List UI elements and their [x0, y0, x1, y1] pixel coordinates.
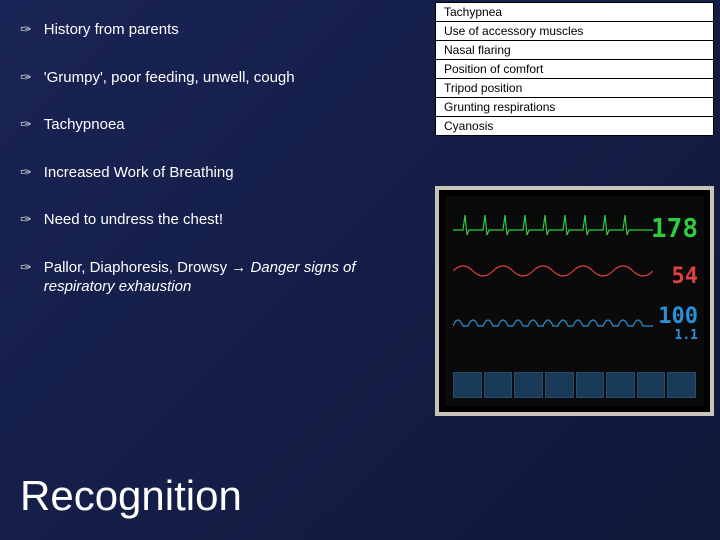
slide-title: Recognition [20, 472, 425, 520]
table-row: Tachypnea [436, 3, 713, 22]
bullet-icon: ✑ [20, 211, 32, 228]
patient-monitor: 178 54 100 1.1 [435, 186, 714, 416]
bullet-icon: ✑ [20, 116, 32, 133]
table-row: Grunting respirations [436, 98, 713, 117]
slide: ✑ History from parents ✑ 'Grumpy', poor … [0, 0, 720, 540]
list-item: ✑ Pallor, Diaphoresis, Drowsy → Danger s… [20, 258, 425, 297]
list-item: ✑ History from parents [20, 20, 425, 40]
spo2-reading: 100 [658, 304, 698, 329]
monitor-button-strip [453, 372, 696, 398]
monitor-button [576, 372, 605, 398]
signs-table: Tachypnea Use of accessory muscles Nasal… [435, 2, 714, 136]
monitor-button [545, 372, 574, 398]
ecg-waveform [453, 210, 653, 240]
bullet-icon: ✑ [20, 21, 32, 38]
bullet-icon: ✑ [20, 164, 32, 181]
bullet-list: ✑ History from parents ✑ 'Grumpy', poor … [20, 20, 425, 462]
table-row: Nasal flaring [436, 41, 713, 60]
spo2-sub-reading: 1.1 [675, 328, 698, 343]
bullet-text: Pallor, Diaphoresis, Drowsy → Danger sig… [44, 258, 425, 297]
hr-reading: 178 [651, 214, 698, 244]
left-column: ✑ History from parents ✑ 'Grumpy', poor … [0, 0, 435, 540]
resp-waveform [453, 256, 653, 286]
table-row: Tripod position [436, 79, 713, 98]
monitor-button [667, 372, 696, 398]
list-item: ✑ Tachypnoea [20, 115, 425, 135]
list-item: ✑ Need to undress the chest! [20, 210, 425, 230]
right-column: Tachypnea Use of accessory muscles Nasal… [435, 0, 720, 540]
bullet-text: Increased Work of Breathing [44, 163, 234, 183]
table-row: Cyanosis [436, 117, 713, 135]
bullet-text: Tachypnoea [44, 115, 125, 135]
bullet-text: History from parents [44, 20, 179, 40]
monitor-screen: 178 54 100 1.1 [445, 196, 704, 406]
bullet-prefix: Pallor, Diaphoresis, Drowsy → [44, 259, 251, 276]
bullet-icon: ✑ [20, 259, 32, 276]
bp-reading: 54 [672, 264, 699, 289]
spo2-waveform [453, 306, 653, 336]
table-row: Position of comfort [436, 60, 713, 79]
monitor-button [484, 372, 513, 398]
monitor-button [606, 372, 635, 398]
monitor-button [453, 372, 482, 398]
monitor-button [514, 372, 543, 398]
table-row: Use of accessory muscles [436, 22, 713, 41]
list-item: ✑ 'Grumpy', poor feeding, unwell, cough [20, 68, 425, 88]
bullet-text: 'Grumpy', poor feeding, unwell, cough [44, 68, 295, 88]
bullet-icon: ✑ [20, 69, 32, 86]
list-item: ✑ Increased Work of Breathing [20, 163, 425, 183]
bullet-text: Need to undress the chest! [44, 210, 223, 230]
monitor-button [637, 372, 666, 398]
